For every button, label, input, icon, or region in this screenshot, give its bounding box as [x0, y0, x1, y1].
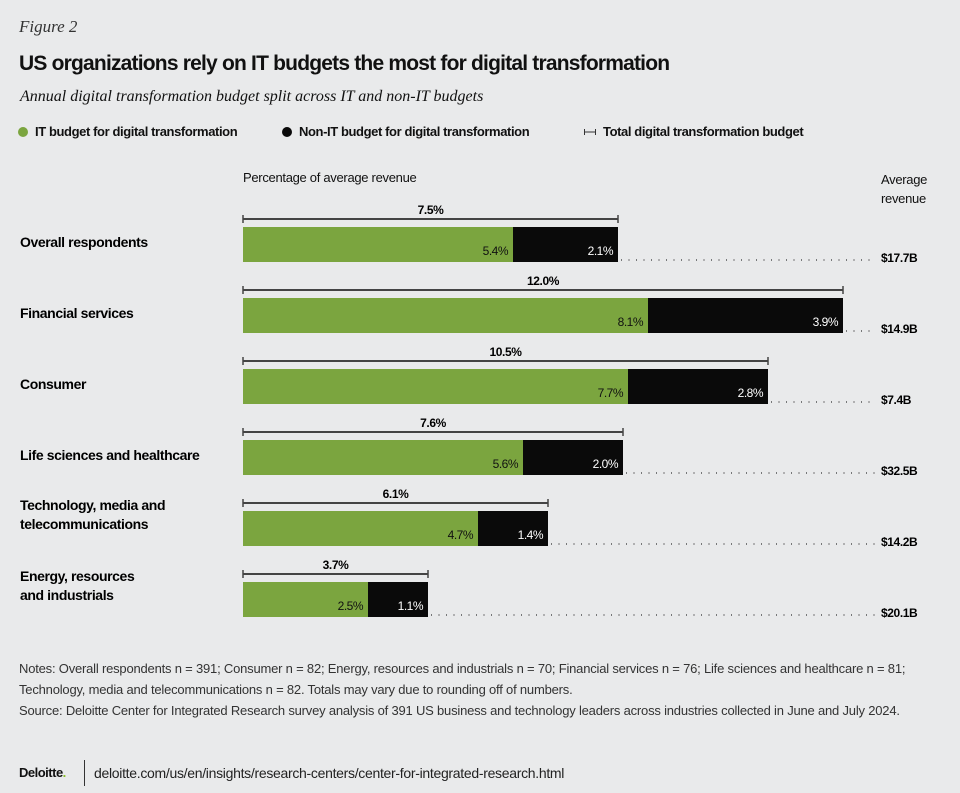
nonit-value-label: 2.0% [593, 457, 619, 471]
nonit-value-label: 3.9% [813, 315, 839, 329]
it-bar [243, 582, 368, 617]
divider [84, 760, 85, 786]
figure-label: Figure 2 [19, 17, 78, 36]
nonit-value-label: 2.8% [738, 386, 764, 400]
nonit-bar [368, 582, 428, 617]
category-label: and industrials [20, 587, 114, 603]
category-label: Overall respondents [20, 234, 148, 250]
it-value-label: 4.7% [448, 528, 474, 542]
category-label: Consumer [20, 376, 87, 392]
it-bar [243, 511, 478, 546]
legend-nonit-label: Non-IT budget for digital transformation [299, 124, 530, 139]
it-value-label: 7.7% [598, 386, 624, 400]
nonit-bar [513, 227, 618, 262]
average-revenue-value: $17.7B [881, 251, 918, 265]
average-revenue-value: $7.4B [881, 393, 912, 407]
it-value-label: 2.5% [338, 599, 364, 613]
total-label: 12.0% [527, 274, 560, 288]
average-revenue-header: Average revenue [881, 172, 928, 206]
legend-total: Total digital transformation budget [584, 124, 804, 139]
chart-title: US organizations rely on IT budgets the … [19, 52, 670, 75]
source-text: Source: Deloitte Center for Integrated R… [19, 703, 900, 718]
it-value-label: 8.1% [618, 315, 644, 329]
nonit-value-label: 2.1% [588, 244, 614, 258]
legend-it: IT budget for digital transformation [18, 124, 238, 139]
total-label: 6.1% [383, 487, 409, 501]
category-label: Technology, media and [20, 497, 165, 513]
notes-text: Notes: Overall respondents n = 391; Cons… [19, 661, 906, 697]
nonit-value-label: 1.4% [518, 528, 544, 542]
source-url[interactable]: deloitte.com/us/en/insights/research-cen… [94, 765, 565, 781]
category-label: Energy, resources [20, 568, 135, 584]
x-axis-label: Percentage of average revenue [243, 170, 417, 185]
legend-total-label: Total digital transformation budget [603, 124, 804, 139]
it-bar [243, 440, 523, 475]
bar-chart: Overall respondents 7.5% 5.4% 2.1% $17.7B Fin… [20, 203, 918, 620]
average-revenue-value: $14.9B [881, 322, 918, 336]
total-label: 7.6% [420, 416, 446, 430]
legend-it-label: IT budget for digital transformation [35, 124, 238, 139]
nonit-bar [523, 440, 623, 475]
it-bar [243, 369, 628, 404]
chart-subtitle: Annual digital transformation budget spl… [20, 88, 484, 105]
legend-nonit: Non-IT budget for digital transformation [282, 124, 530, 139]
notes: Notes: Overall respondents n = 391; Cons… [19, 658, 949, 721]
category-label: telecommunications [20, 516, 149, 532]
nonit-bar [478, 511, 548, 546]
black-dot-icon [282, 126, 292, 137]
total-label: 10.5% [489, 345, 522, 359]
it-value-label: 5.6% [493, 457, 519, 471]
category-label: Life sciences and healthcare [20, 447, 200, 463]
deloitte-logo: Deloitte. [19, 765, 66, 780]
average-revenue-value: $32.5B [881, 464, 918, 478]
category-label: Financial services [20, 305, 134, 321]
it-value-label: 5.4% [483, 244, 509, 258]
logo-text: Deloitte [19, 765, 63, 780]
it-bar [243, 298, 648, 333]
total-label: 7.5% [418, 203, 444, 217]
nonit-value-label: 1.1% [398, 599, 424, 613]
average-revenue-value: $14.2B [881, 535, 918, 549]
nonit-bar [628, 369, 768, 404]
nonit-bar [648, 298, 843, 333]
total-label: 3.7% [323, 558, 349, 572]
range-bar-icon [584, 128, 596, 135]
it-bar [243, 227, 513, 262]
average-revenue-value: $20.1B [881, 606, 918, 620]
green-dot-icon [18, 126, 28, 137]
